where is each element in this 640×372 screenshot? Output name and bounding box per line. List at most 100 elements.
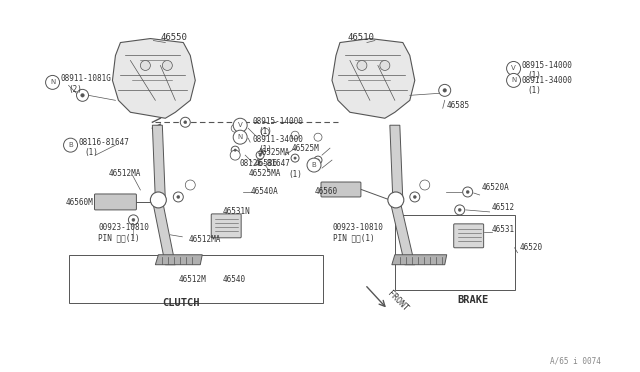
Circle shape (317, 159, 319, 161)
Circle shape (45, 76, 60, 89)
Circle shape (163, 61, 172, 70)
Text: V: V (238, 122, 243, 128)
Text: 08911-34000: 08911-34000 (252, 135, 303, 144)
Text: B: B (312, 162, 316, 168)
Text: 46525M: 46525M (292, 144, 320, 153)
Text: 00923-10810: 00923-10810 (99, 223, 149, 232)
Polygon shape (390, 125, 403, 200)
Polygon shape (152, 200, 175, 265)
Text: 46585: 46585 (447, 101, 470, 110)
Text: 46512MA: 46512MA (188, 235, 221, 244)
Text: 46512M: 46512M (179, 275, 206, 284)
Circle shape (184, 121, 187, 124)
Circle shape (129, 215, 138, 225)
Polygon shape (390, 200, 415, 265)
Circle shape (463, 187, 473, 197)
Text: 08116-81647: 08116-81647 (79, 138, 129, 147)
Text: 46531: 46531 (492, 225, 515, 234)
Circle shape (307, 158, 321, 172)
Text: FRONT: FRONT (386, 289, 410, 314)
Circle shape (132, 218, 135, 221)
Circle shape (233, 118, 247, 132)
Text: N: N (237, 134, 243, 140)
Circle shape (291, 131, 299, 139)
Text: 46560M: 46560M (65, 198, 93, 208)
Circle shape (63, 138, 77, 152)
Text: 46540: 46540 (222, 275, 245, 284)
Bar (68, 255, 323, 302)
Text: 00923-10810: 00923-10810 (333, 223, 384, 232)
Circle shape (81, 93, 84, 97)
Text: (2): (2) (68, 85, 83, 94)
Text: 46525MA: 46525MA (258, 148, 290, 157)
Text: 46586: 46586 (254, 158, 277, 167)
Text: B: B (68, 142, 73, 148)
Circle shape (259, 154, 261, 156)
Text: N: N (50, 79, 55, 86)
Text: 46520: 46520 (520, 243, 543, 252)
Circle shape (231, 124, 239, 132)
Text: PIN ビン(1): PIN ビン(1) (99, 233, 140, 242)
Text: 08915-14000: 08915-14000 (252, 117, 303, 126)
Circle shape (420, 180, 430, 190)
Text: 46512MA: 46512MA (108, 169, 141, 177)
Polygon shape (156, 255, 202, 265)
Circle shape (454, 205, 465, 215)
Circle shape (294, 157, 296, 159)
FancyBboxPatch shape (454, 224, 484, 248)
FancyBboxPatch shape (321, 182, 361, 197)
Circle shape (233, 130, 247, 144)
Text: V: V (511, 65, 516, 71)
Text: 08915-14000: 08915-14000 (522, 61, 572, 70)
Circle shape (507, 73, 520, 87)
Text: PIN ビン(1): PIN ビン(1) (333, 233, 374, 242)
Text: 46560: 46560 (315, 187, 338, 196)
Circle shape (388, 192, 404, 208)
Circle shape (256, 151, 264, 159)
Bar (395, 215, 515, 290)
Circle shape (458, 208, 461, 211)
Circle shape (150, 192, 166, 208)
Circle shape (443, 89, 447, 92)
Text: 08126-81647: 08126-81647 (239, 158, 290, 167)
Text: 08911-1081G: 08911-1081G (61, 74, 111, 83)
Text: (1): (1) (258, 145, 272, 154)
Circle shape (77, 89, 88, 101)
Text: CLUTCH: CLUTCH (163, 298, 200, 308)
Circle shape (173, 192, 183, 202)
Text: BRAKE: BRAKE (458, 295, 489, 305)
Text: 46512: 46512 (492, 203, 515, 212)
Circle shape (180, 117, 190, 127)
Text: 46510: 46510 (348, 33, 375, 42)
Circle shape (314, 156, 322, 164)
Circle shape (230, 150, 240, 160)
Text: 08911-34000: 08911-34000 (522, 76, 572, 85)
FancyBboxPatch shape (211, 214, 241, 238)
Text: 46520A: 46520A (482, 183, 509, 192)
Circle shape (380, 61, 390, 70)
Text: 46525MA: 46525MA (248, 169, 280, 177)
Circle shape (231, 146, 239, 154)
Text: (1): (1) (288, 170, 302, 179)
Circle shape (413, 195, 416, 198)
Polygon shape (113, 39, 195, 118)
Text: (1): (1) (527, 86, 541, 95)
Circle shape (234, 149, 236, 151)
Circle shape (314, 133, 322, 141)
Circle shape (140, 61, 150, 70)
Polygon shape (392, 255, 447, 265)
Circle shape (177, 195, 180, 198)
Circle shape (186, 180, 195, 190)
Polygon shape (332, 39, 415, 118)
FancyBboxPatch shape (95, 194, 136, 210)
Text: A/65 i 0074: A/65 i 0074 (550, 357, 600, 366)
Text: 46531N: 46531N (222, 208, 250, 217)
Circle shape (410, 192, 420, 202)
Text: 46550: 46550 (161, 33, 188, 42)
Circle shape (439, 84, 451, 96)
Circle shape (291, 154, 299, 162)
Text: N: N (511, 77, 516, 83)
Text: (1): (1) (527, 71, 541, 80)
Text: (1): (1) (258, 127, 272, 136)
Text: 46540A: 46540A (250, 187, 278, 196)
